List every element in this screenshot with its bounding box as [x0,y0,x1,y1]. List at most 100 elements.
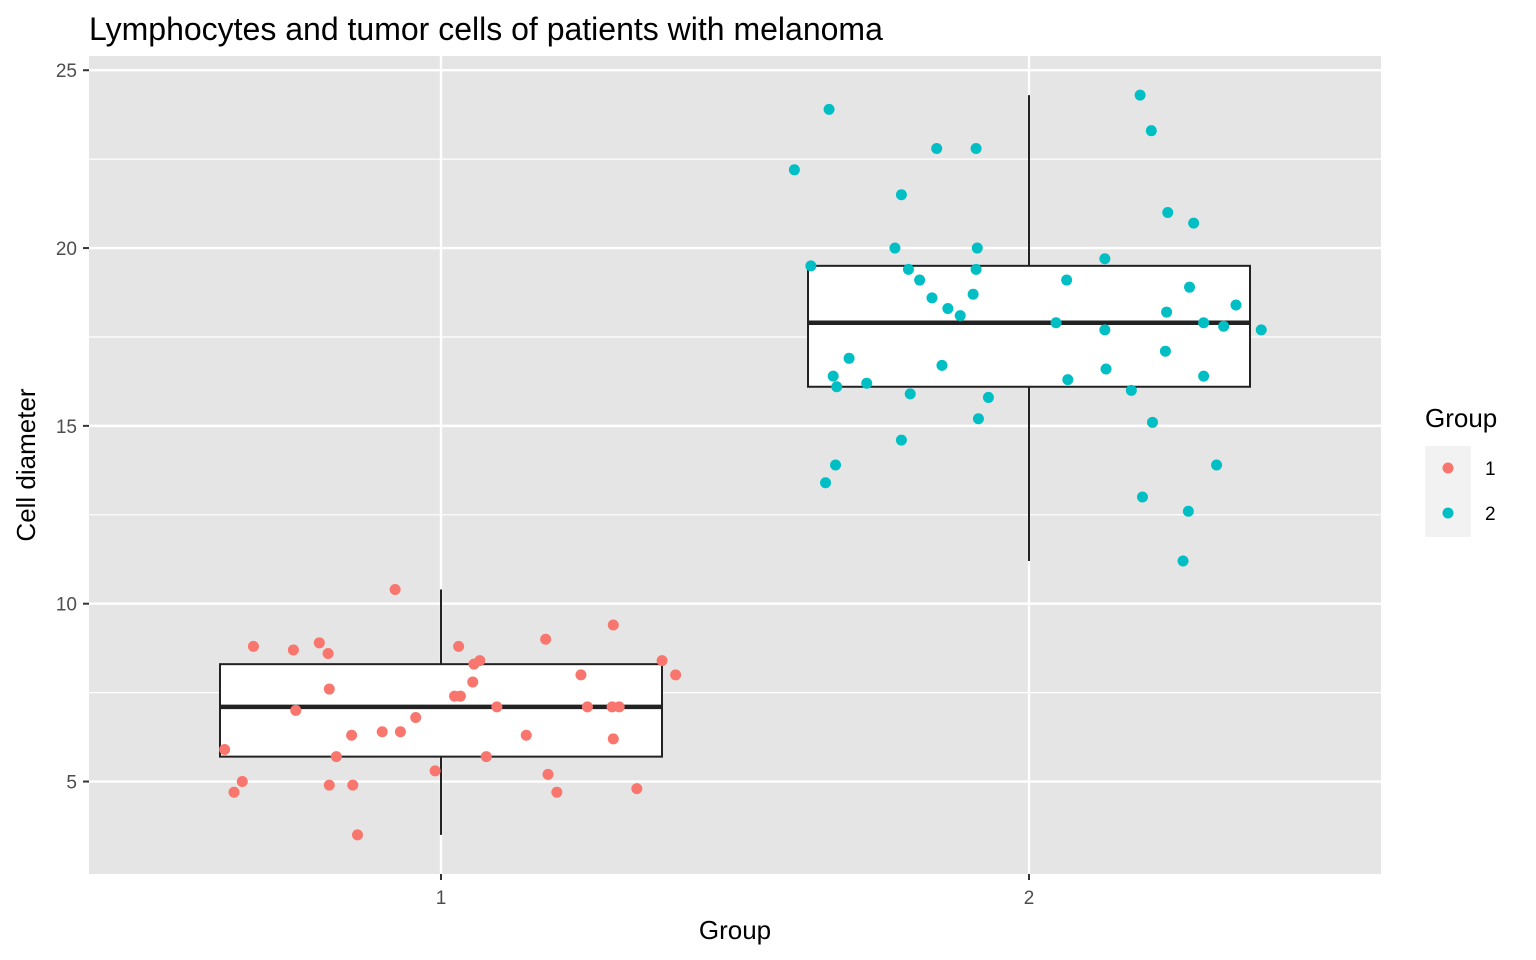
point-group-2 [1146,416,1158,428]
point-group-1 [347,779,359,791]
point-group-2 [926,292,938,304]
y-tick-label: 20 [56,239,77,260]
point-group-2 [1100,363,1112,375]
point-group-1 [394,726,406,738]
point-group-1 [290,704,302,716]
point-group-1 [453,640,465,652]
point-group-2 [1061,274,1073,286]
point-group-2 [971,242,983,254]
point-group-1 [575,669,587,681]
point-group-2 [1218,320,1230,332]
point-group-1 [330,751,342,763]
point-group-2 [942,303,954,315]
point-group-2 [1198,370,1210,382]
point-group-1 [656,655,668,667]
y-tick-label: 25 [56,61,77,82]
boxplot-2 [807,95,1251,562]
point-group-1 [228,786,240,798]
point-group-1 [322,647,334,659]
point-group-2 [805,260,817,272]
y-tick-label: 15 [56,417,77,438]
point-group-1 [236,776,248,788]
point-group-1 [313,637,325,649]
legend-key-1 [1442,462,1454,474]
point-group-2 [1230,299,1242,311]
point-group-2 [1188,217,1200,229]
point-group-2 [1159,345,1171,357]
point-group-1 [581,701,593,713]
point-group-2 [1182,505,1194,517]
chart-title: Lymphocytes and tumor cells of patients … [89,11,883,47]
point-group-2 [895,189,907,201]
point-group-2 [931,142,943,154]
point-group-2 [936,359,948,371]
point-group-2 [831,381,843,393]
point-group-1 [287,644,299,656]
point-group-2 [982,391,994,403]
point-group-2 [1145,125,1157,137]
point-group-1 [467,676,479,688]
point-group-1 [607,619,619,631]
point-group-2 [1134,89,1146,101]
y-tick-label: 10 [56,595,77,616]
x-axis-label: Group [699,915,771,945]
data-points [219,89,1267,841]
box-iqr [219,663,663,758]
point-group-2 [861,377,873,389]
point-group-1 [540,633,552,645]
point-group-2 [904,388,916,400]
legend-label-2: 2 [1485,504,1496,525]
point-group-1 [352,829,364,841]
point-group-1 [670,669,682,681]
point-group-2 [1099,253,1111,265]
point-group-2 [788,164,800,176]
point-group-2 [954,310,966,322]
x-tick-label: 1 [436,888,447,909]
point-group-1 [607,733,619,745]
point-group-2 [1198,317,1210,329]
legend-title: Group [1425,403,1497,433]
point-group-2 [820,477,832,489]
legend: Group 12 [1425,403,1497,537]
point-group-2 [1184,281,1196,293]
point-group-2 [1162,206,1174,218]
point-group-1 [376,726,388,738]
point-group-2 [967,288,979,300]
point-group-1 [219,744,231,756]
point-group-1 [323,779,335,791]
point-group-2 [823,103,835,115]
point-group-1 [474,655,486,667]
point-group-1 [454,690,466,702]
point-group-2 [1161,306,1173,318]
point-group-1 [389,583,401,595]
point-group-2 [972,413,984,425]
point-group-1 [491,701,503,713]
point-group-1 [480,751,492,763]
point-group-2 [1177,555,1189,567]
point-group-2 [970,142,982,154]
point-group-2 [843,352,855,364]
point-group-2 [902,263,914,275]
point-group-2 [1050,317,1062,329]
point-group-1 [247,640,259,652]
point-group-2 [1211,459,1223,471]
point-group-1 [520,729,532,741]
point-group-1 [542,768,554,780]
legend-items: 12 [1425,446,1496,537]
point-group-2 [1099,324,1111,336]
point-group-1 [631,783,643,795]
point-group-2 [895,434,907,446]
point-group-1 [410,712,422,724]
legend-label-1: 1 [1485,459,1496,480]
point-group-2 [1136,491,1148,503]
point-group-2 [1255,324,1267,336]
point-group-2 [1125,384,1137,396]
point-group-2 [889,242,901,254]
y-tick-label: 5 [66,773,77,794]
point-group-2 [827,370,839,382]
point-group-1 [323,683,335,695]
point-group-2 [914,274,926,286]
point-group-1 [613,701,625,713]
point-group-2 [970,263,982,275]
